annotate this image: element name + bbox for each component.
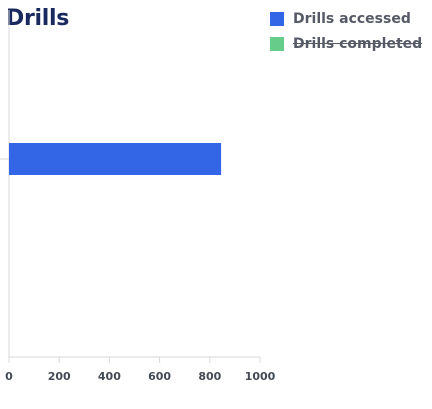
- x-tick-label: 200: [48, 370, 71, 383]
- chart-title: Drills: [6, 6, 70, 31]
- legend-swatch-drills-accessed: [270, 12, 284, 26]
- x-tick-label: 1000: [245, 370, 276, 383]
- x-tick-label: 800: [198, 370, 221, 383]
- bar-drills-accessed: [9, 143, 222, 175]
- x-tick-label: 0: [5, 370, 13, 383]
- x-tick-label: 600: [148, 370, 171, 383]
- chart-legend: Drills accessed Drills completed: [270, 10, 422, 60]
- legend-item-drills-accessed[interactable]: Drills accessed: [270, 10, 422, 28]
- legend-item-drills-completed[interactable]: Drills completed: [270, 35, 422, 53]
- x-tick-label: 400: [98, 370, 121, 383]
- legend-swatch-drills-completed: [270, 37, 284, 51]
- legend-label-drills-completed: Drills completed: [293, 36, 423, 52]
- legend-label-drills-accessed: Drills accessed: [293, 11, 411, 27]
